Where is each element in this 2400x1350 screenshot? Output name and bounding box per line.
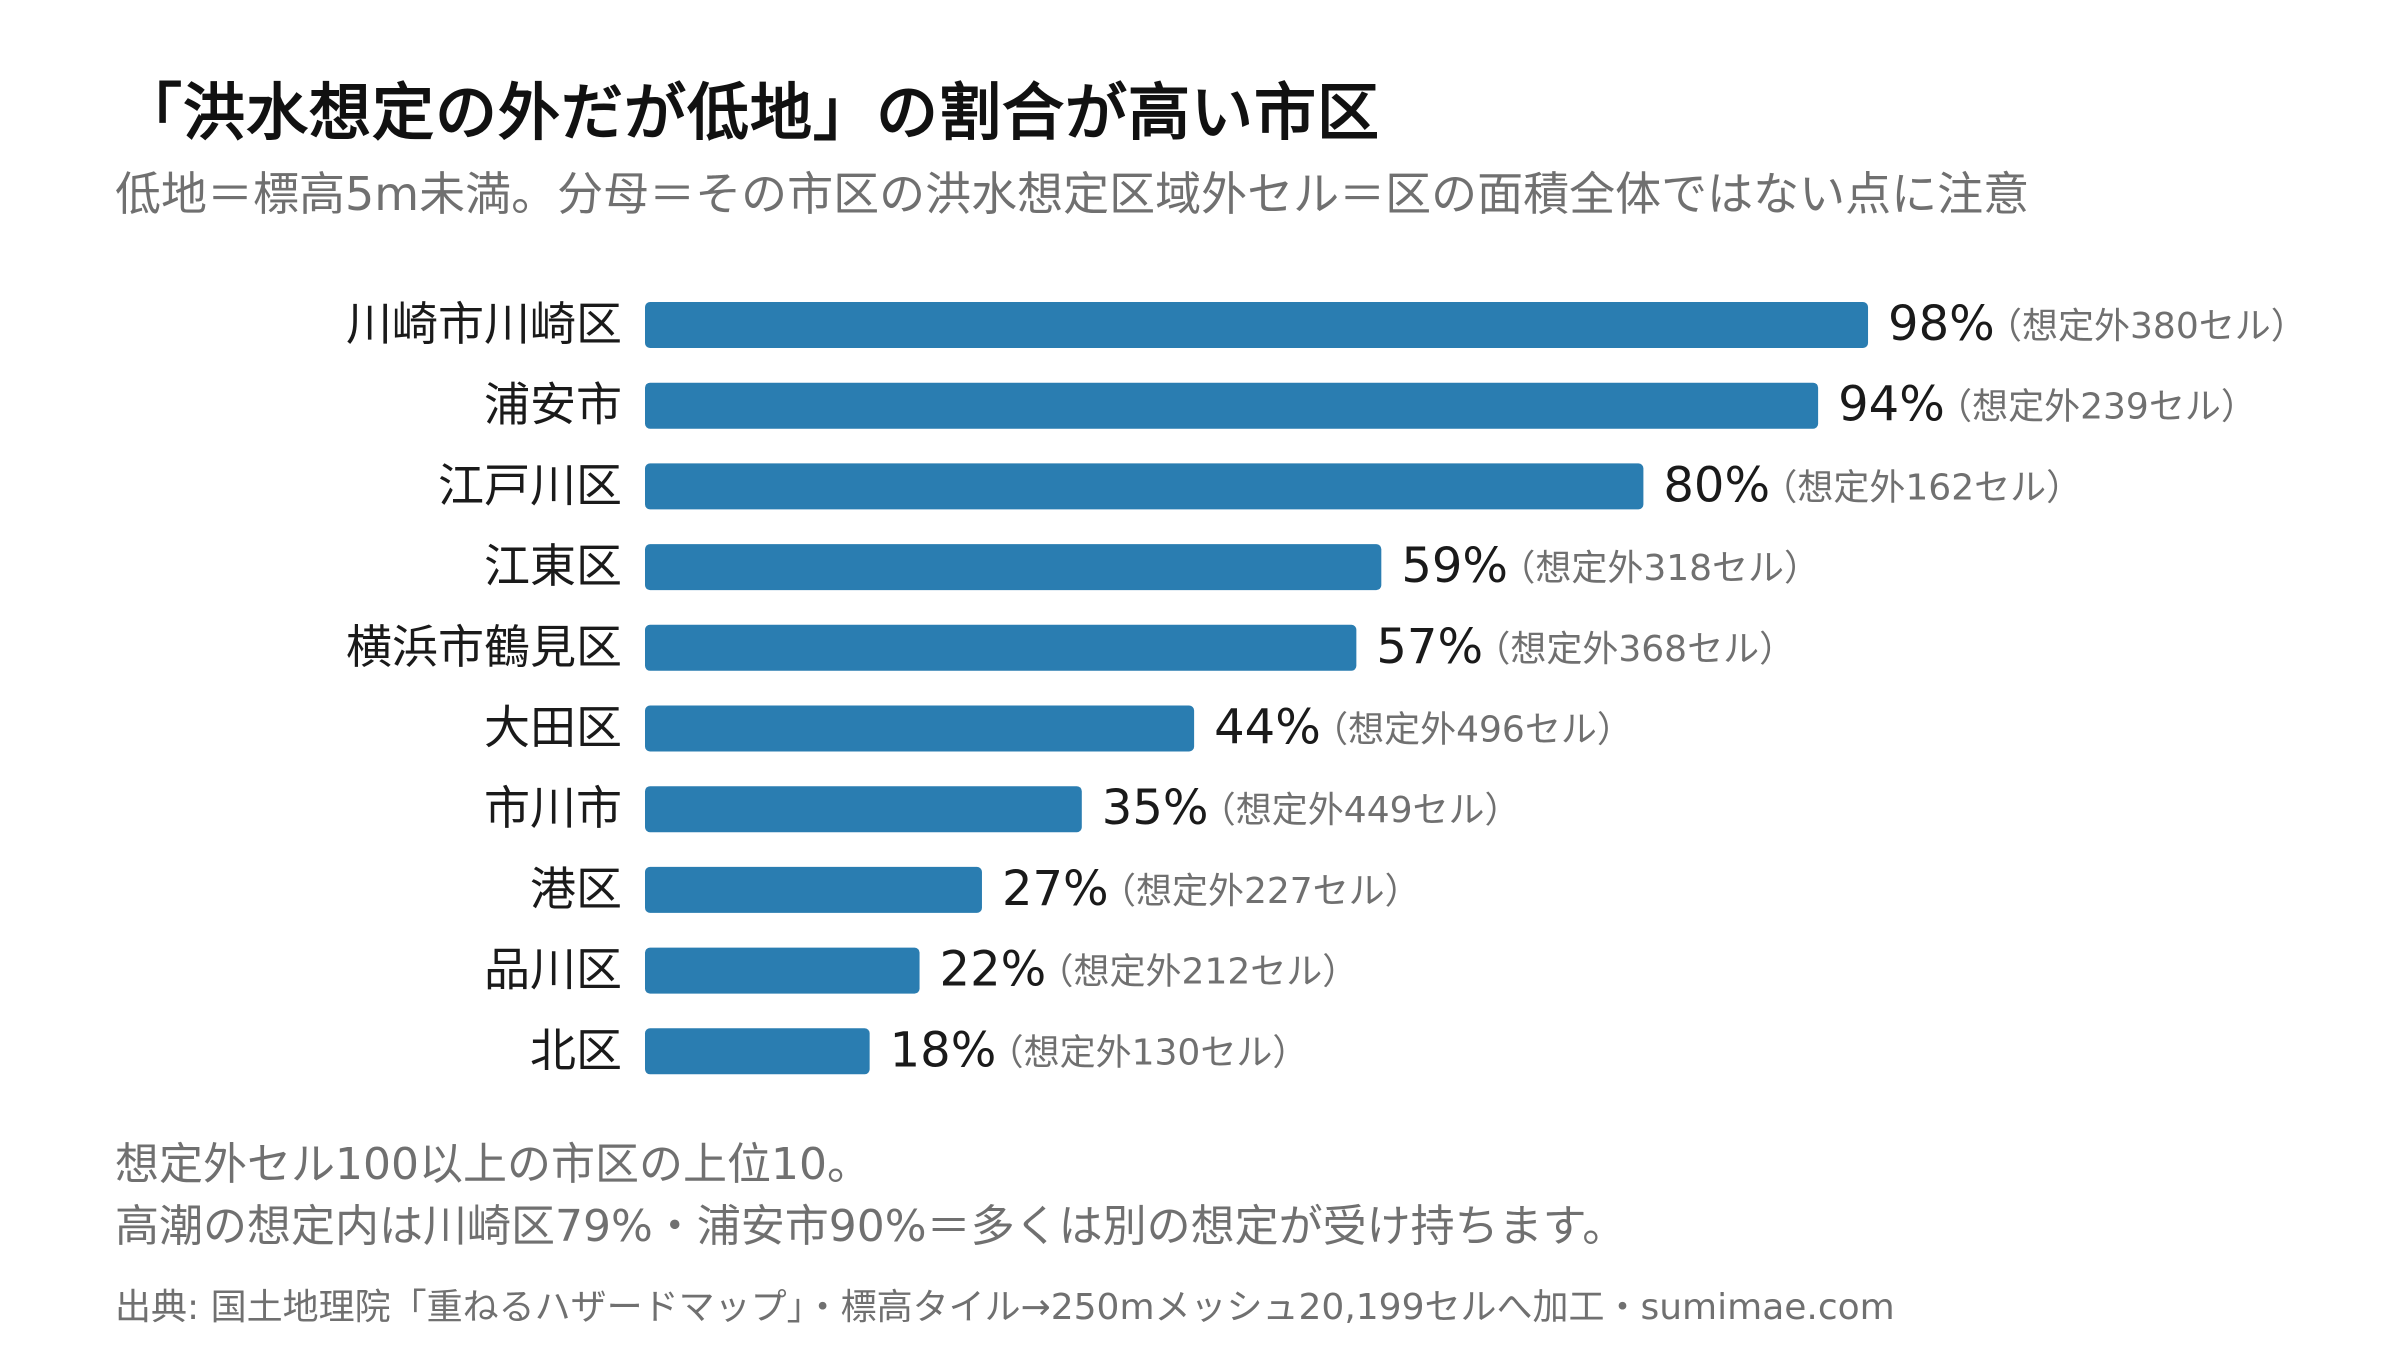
value-label: 22% bbox=[940, 942, 1047, 998]
cell-count-annotation: （想定外318セル） bbox=[1499, 548, 1820, 589]
category-label: 江戸川区 bbox=[438, 458, 622, 512]
category-label: 北区 bbox=[530, 1023, 622, 1077]
cell-count-annotation: （想定外496セル） bbox=[1312, 710, 1633, 751]
cell-count-annotation: （想定外212セル） bbox=[1038, 952, 1359, 993]
category-label: 川崎市川崎区 bbox=[346, 297, 622, 351]
bar bbox=[645, 786, 1082, 833]
bar bbox=[645, 302, 1869, 348]
cell-count-annotation: （想定外227セル） bbox=[1100, 871, 1421, 912]
value-label: 98% bbox=[1888, 296, 1995, 352]
value-label: 94% bbox=[1838, 377, 1945, 433]
cell-count-annotation: （想定外162セル） bbox=[1761, 467, 2082, 508]
cell-count-annotation: （想定外380セル） bbox=[1986, 306, 2307, 347]
value-label: 18% bbox=[890, 1022, 997, 1078]
bar bbox=[645, 1028, 870, 1075]
bar bbox=[645, 624, 1357, 671]
category-label: 江東区 bbox=[484, 539, 622, 593]
bar-chart: 川崎市川崎区 98%（想定外380セル） 浦安市 94%（想定外239セル） 江戸川区 8… bbox=[346, 296, 2307, 1078]
category-label: 市川市 bbox=[484, 781, 622, 835]
value-label: 59% bbox=[1401, 538, 1508, 594]
bar bbox=[645, 382, 1819, 429]
cell-count-annotation: （想定外239セル） bbox=[1936, 387, 2257, 428]
value-label: 35% bbox=[1102, 780, 1209, 836]
value-label: 80% bbox=[1663, 457, 1770, 513]
value-label: 57% bbox=[1376, 619, 1483, 675]
bar bbox=[645, 705, 1195, 752]
chart-subtitle: 低地＝標高5m未満。分母＝その市区の洪水想定区域外セル＝区の面積全体ではない点に… bbox=[115, 167, 2030, 221]
cell-count-annotation: （想定外130セル） bbox=[988, 1032, 1309, 1073]
category-label: 港区 bbox=[530, 862, 622, 916]
cell-count-annotation: （想定外368セル） bbox=[1474, 629, 1795, 670]
category-label: 品川区 bbox=[484, 943, 622, 997]
footnote-top-ten: 想定外セル100以上の市区の上位10。 bbox=[115, 1139, 871, 1190]
cell-count-annotation: （想定外449セル） bbox=[1200, 790, 1521, 831]
bar bbox=[645, 544, 1382, 591]
chart-title: 「洪水想定の外だが低地」の割合が高い市区 bbox=[120, 76, 1381, 149]
value-label: 27% bbox=[1002, 861, 1109, 917]
value-label: 44% bbox=[1214, 700, 1321, 756]
footnote-storm-surge: 高潮の想定内は川崎区79%・浦安市90%＝多くは別の想定が受け持ちます。 bbox=[115, 1201, 1627, 1252]
category-label: 大田区 bbox=[484, 701, 622, 755]
source-credit: 出典: 国土地理院「重ねるハザードマップ」・標高タイル→250mメッシュ20,1… bbox=[115, 1287, 1895, 1328]
category-label: 横浜市鶴見区 bbox=[346, 620, 622, 674]
bar bbox=[645, 947, 920, 994]
category-label: 浦安市 bbox=[484, 378, 622, 432]
bar bbox=[645, 463, 1644, 510]
bar bbox=[645, 866, 982, 913]
